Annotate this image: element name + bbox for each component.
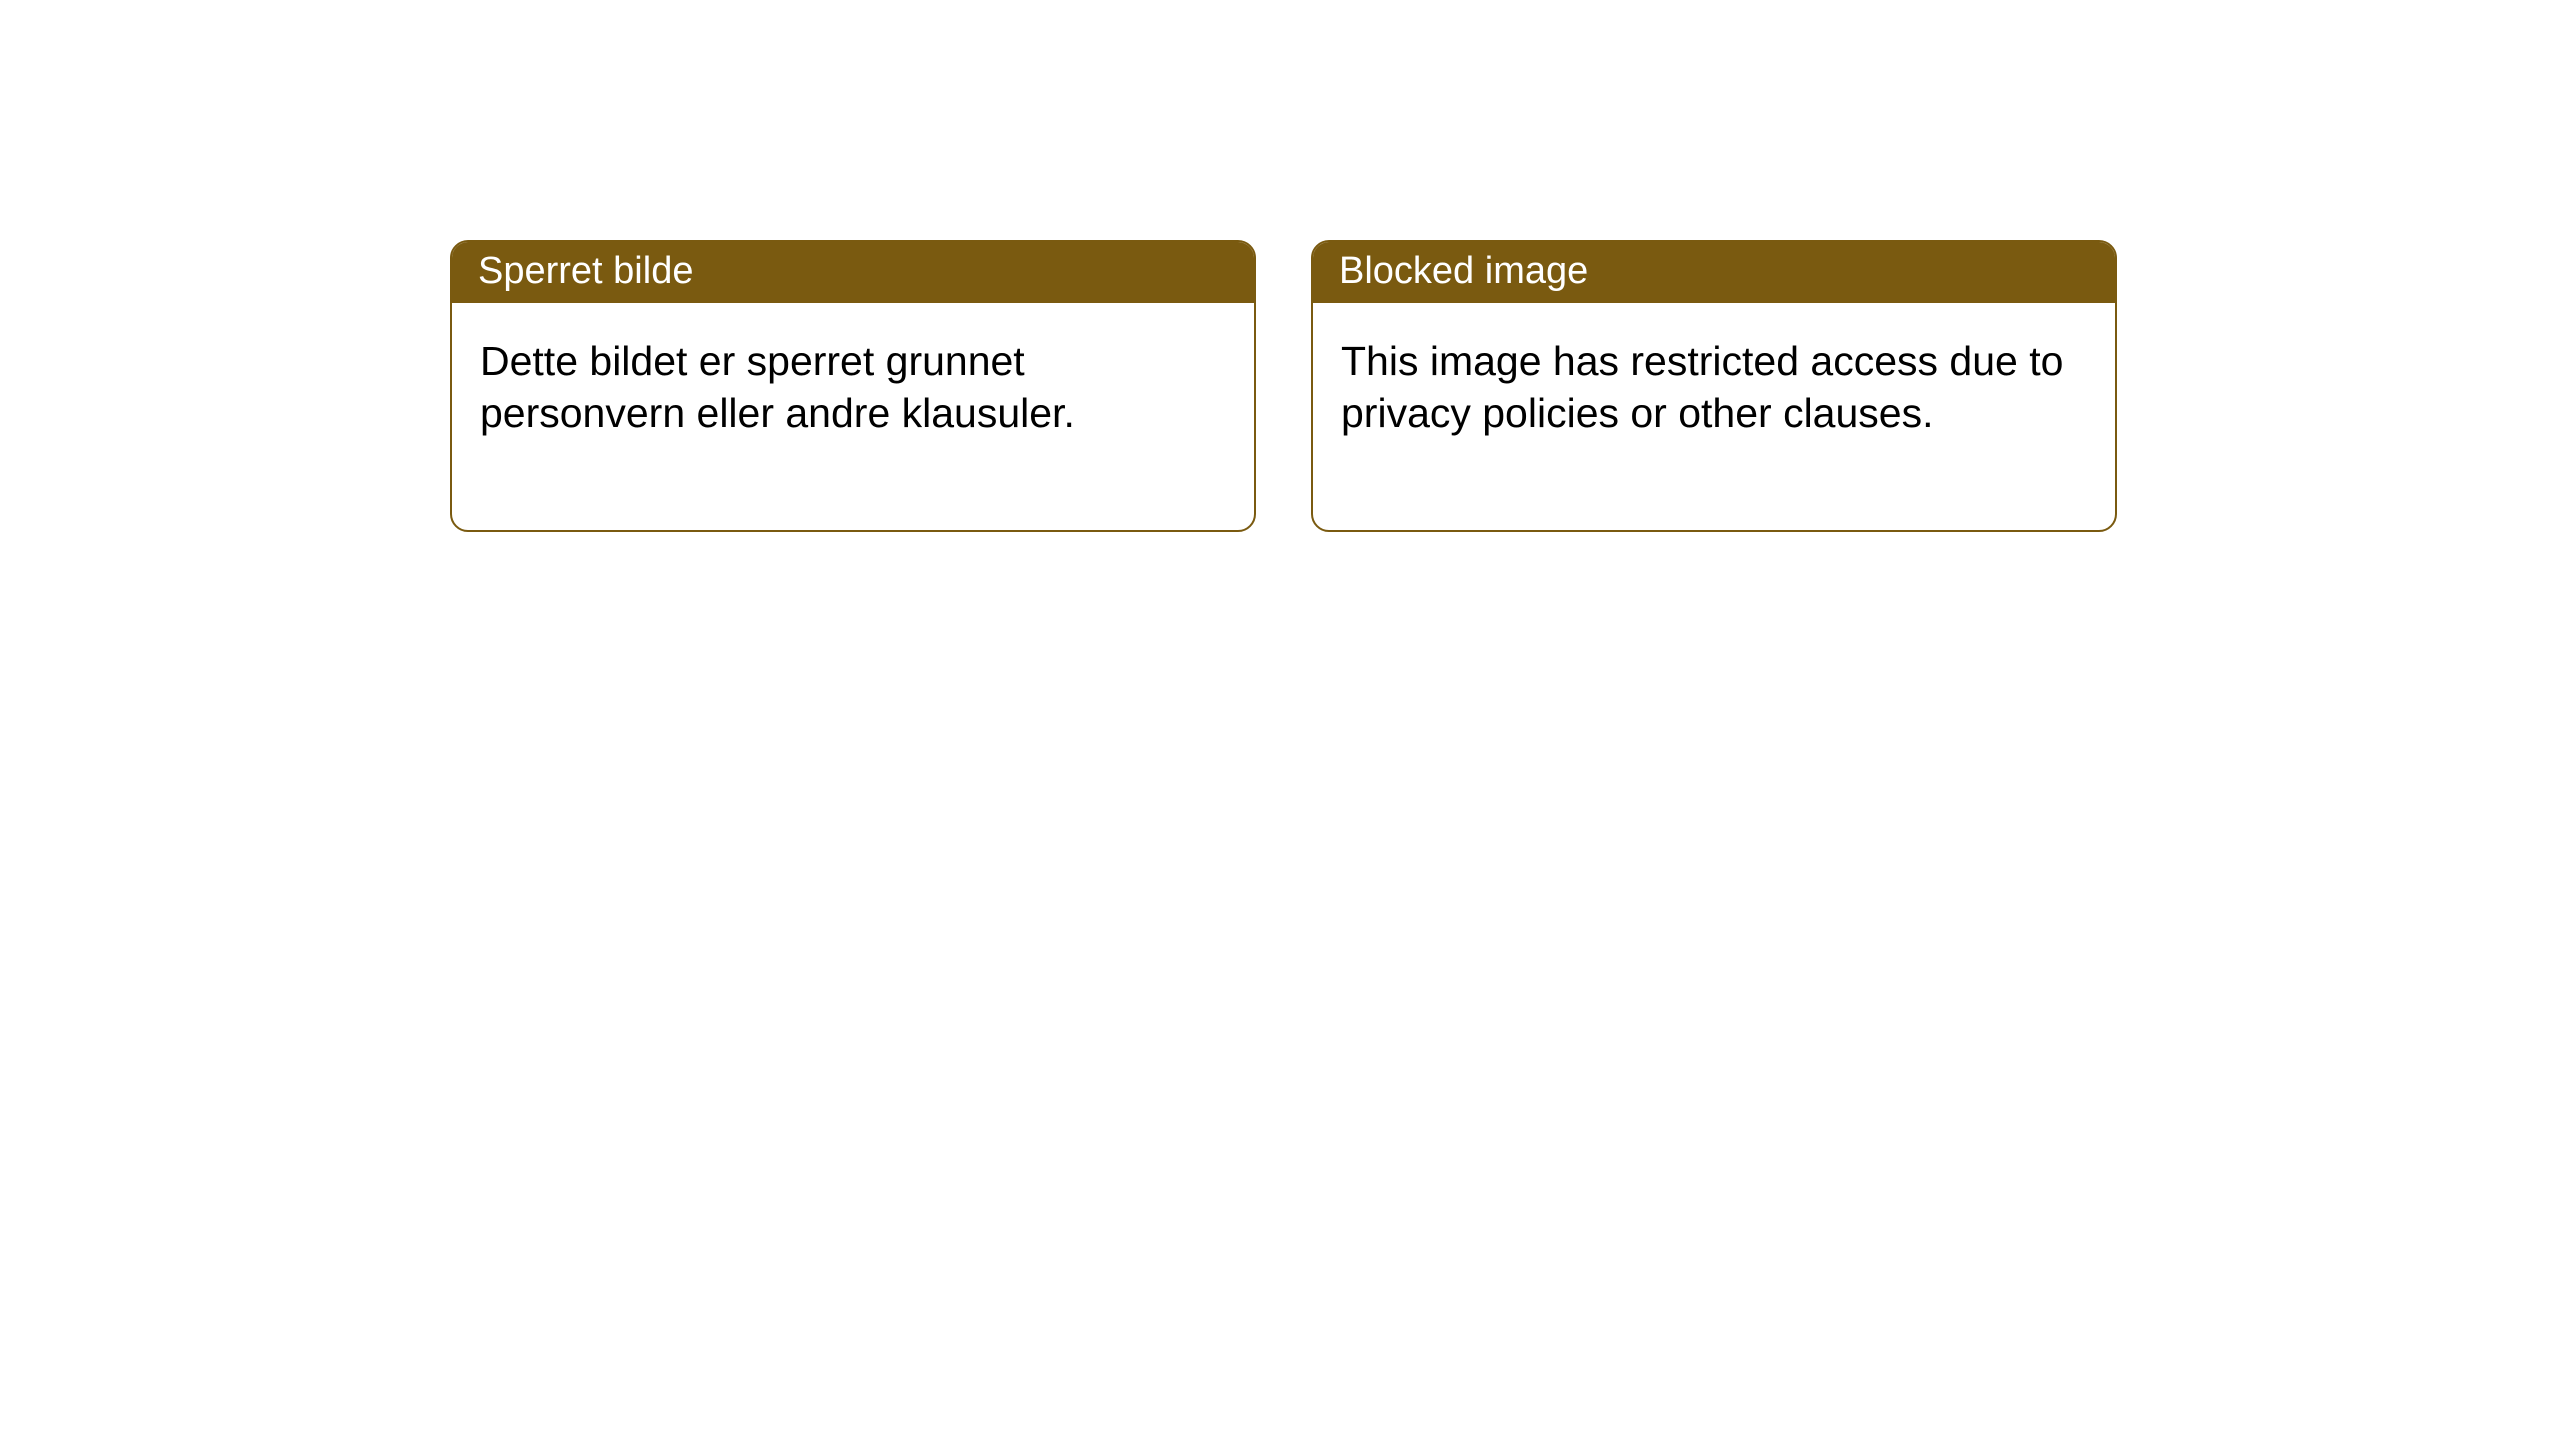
notice-title-norwegian: Sperret bilde xyxy=(452,242,1254,303)
notice-container: Sperret bilde Dette bildet er sperret gr… xyxy=(450,240,2117,532)
notice-card-english: Blocked image This image has restricted … xyxy=(1311,240,2117,532)
notice-body-norwegian: Dette bildet er sperret grunnet personve… xyxy=(452,303,1254,530)
notice-title-english: Blocked image xyxy=(1313,242,2115,303)
notice-card-norwegian: Sperret bilde Dette bildet er sperret gr… xyxy=(450,240,1256,532)
notice-body-english: This image has restricted access due to … xyxy=(1313,303,2115,530)
